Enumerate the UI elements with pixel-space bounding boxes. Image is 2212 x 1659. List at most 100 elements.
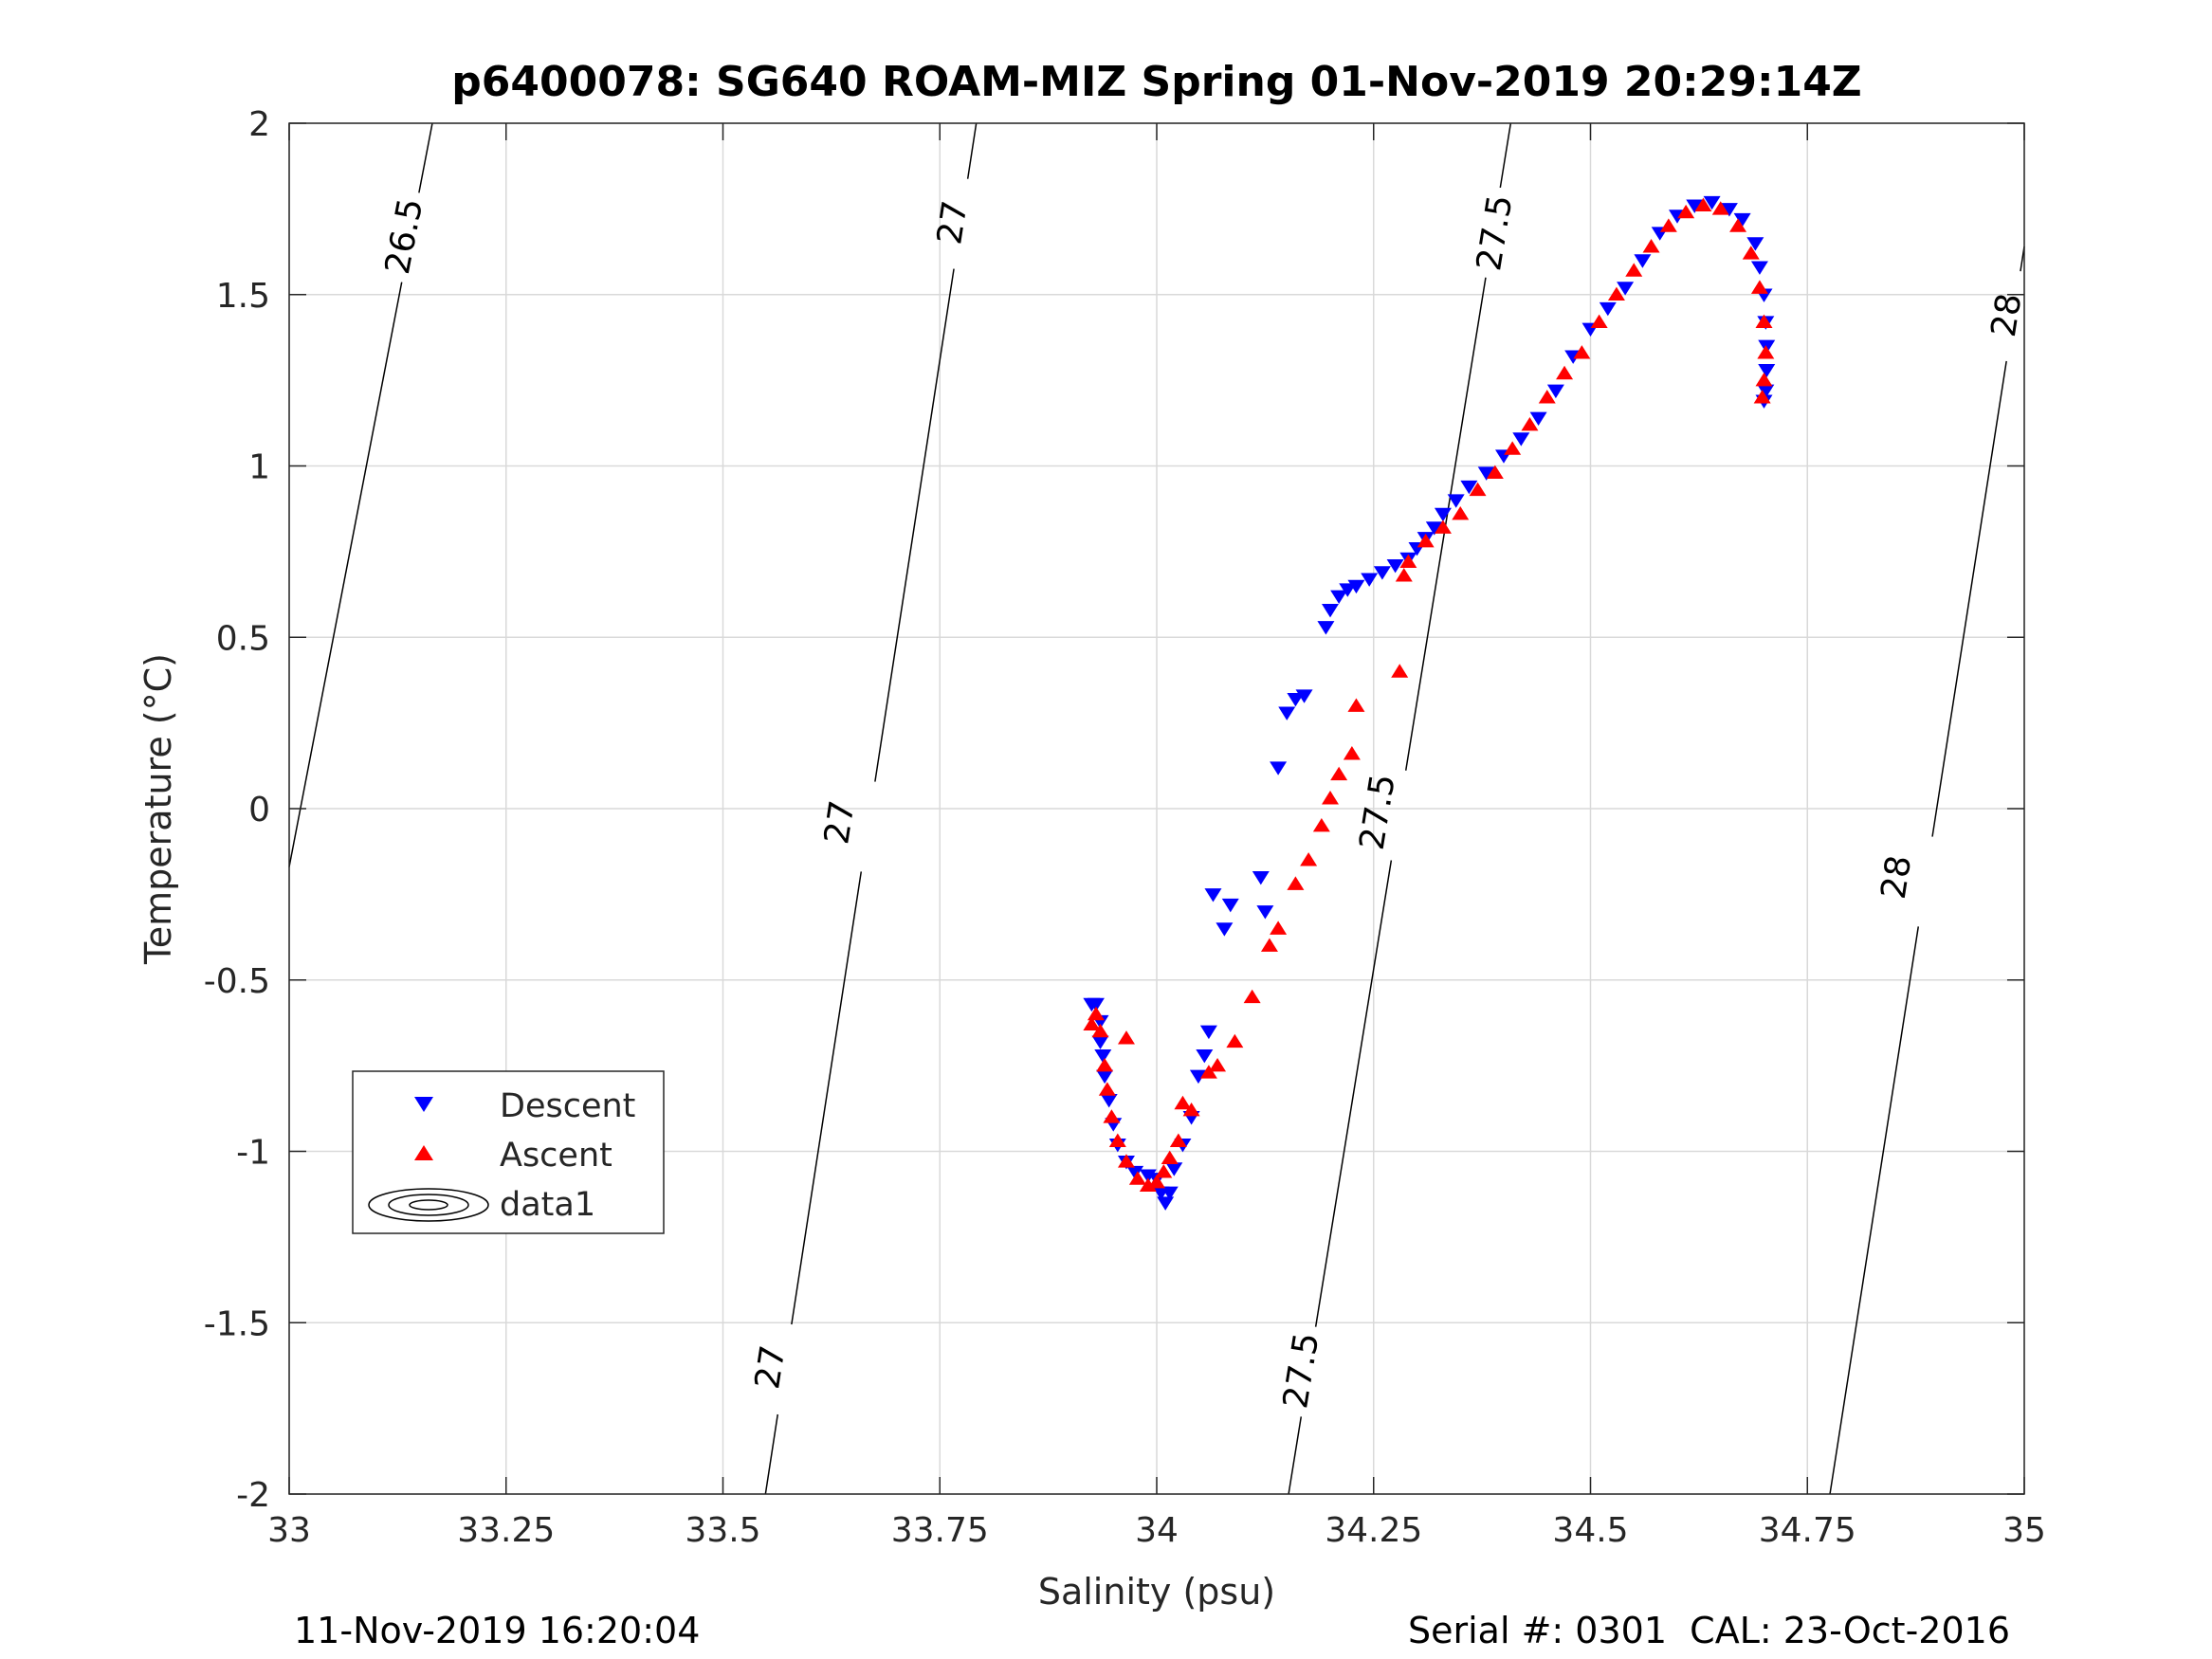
y-tick-label: -1.5	[204, 1304, 270, 1343]
data-point-ascent	[1108, 1133, 1126, 1147]
data-point-descent	[1361, 573, 1379, 587]
data-point-descent	[1330, 590, 1348, 604]
x-tick-label: 34	[1135, 1511, 1179, 1550]
x-tick-label: 33.75	[891, 1511, 989, 1550]
data-point-descent	[1546, 384, 1564, 399]
data-point-ascent	[1642, 239, 1660, 253]
data-point-ascent	[1755, 314, 1773, 328]
chart-title: p6400078: SG640 ROAM-MIZ Spring 01-Nov-2…	[451, 58, 1861, 106]
legend: Descent Ascent data1	[352, 1070, 665, 1234]
data-point-ascent	[1556, 365, 1574, 380]
x-tick-label: 34.25	[1325, 1511, 1422, 1550]
y-tick-labels: -2 -1.5 -1 -0.5 0 0.5 1 1.5 2	[204, 105, 270, 1515]
data-point-ascent	[1395, 568, 1413, 582]
data-point-ascent	[1659, 218, 1677, 232]
data-point-ascent	[1343, 746, 1361, 760]
legend-box	[352, 1070, 665, 1234]
data-point-descent	[1434, 507, 1452, 522]
contour-line	[1288, 1416, 1303, 1495]
data-point-descent	[1425, 521, 1443, 536]
contour-line	[791, 871, 863, 1325]
data-point-ascent	[1103, 1109, 1121, 1123]
y-axis-label: Temperature (°C)	[137, 653, 179, 965]
legend-descent-label: Descent	[500, 1087, 635, 1125]
contour-line	[966, 122, 978, 179]
data-point-ascent	[1312, 817, 1330, 832]
data-point-ascent	[1287, 876, 1305, 890]
x-axis-label: Salinity (psu)	[1038, 1571, 1275, 1613]
contour-line	[288, 282, 403, 867]
data-point-ascent	[1300, 852, 1318, 866]
data-point-ascent	[1711, 201, 1729, 215]
data-point-descent	[1295, 689, 1313, 703]
data-point-descent	[1757, 384, 1775, 399]
legend-data1-label: data1	[500, 1186, 595, 1224]
data-point-descent	[1157, 1196, 1175, 1211]
x-tick-labels: 33 33.25 33.5 33.75 34 34.25 34.5 34.75 35	[267, 1511, 2046, 1550]
data-point-descent	[1460, 480, 1478, 495]
data-point-descent	[1216, 922, 1234, 937]
data-point-ascent	[1521, 417, 1539, 431]
data-point-descent	[1703, 195, 1721, 210]
data-point-ascent	[1117, 1030, 1135, 1045]
data-point-descent	[1139, 1169, 1157, 1183]
data-point-ascent	[1677, 204, 1695, 219]
data-point-ascent	[1128, 1171, 1146, 1185]
data-point-descent	[1287, 693, 1305, 707]
contour-label: 27	[930, 198, 975, 247]
footer-serial-cal: Serial #: 0301 CAL: 23-Oct-2016	[1408, 1610, 2010, 1651]
data-point-ascent	[1161, 1150, 1179, 1165]
x-tick-label: 33.25	[457, 1511, 555, 1550]
contour-label: 28	[1874, 853, 1920, 902]
data-point-ascent	[1755, 373, 1773, 387]
data-point-descent	[1270, 761, 1288, 775]
contour-line	[764, 1413, 778, 1495]
contour-line	[1829, 926, 1920, 1495]
data-point-ascent	[1742, 246, 1760, 260]
contour-line	[874, 268, 955, 782]
data-point-descent	[1373, 566, 1391, 580]
data-point-ascent	[1174, 1095, 1192, 1110]
y-tick-label: 0.5	[216, 619, 270, 658]
data-point-ascent	[1139, 1177, 1157, 1192]
data-point-ascent	[1199, 1065, 1217, 1079]
data-point-ascent	[1260, 938, 1278, 952]
data-point-ascent	[1270, 921, 1288, 935]
data-point-descent	[1126, 1165, 1144, 1180]
legend-ascent-label: Ascent	[500, 1137, 612, 1175]
data-point-ascent	[1753, 390, 1771, 404]
data-point-descent	[1750, 261, 1768, 275]
data-point-descent	[1221, 898, 1239, 913]
data-point-ascent	[1486, 465, 1504, 480]
x-tick-label: 33	[267, 1511, 311, 1550]
data-point-ascent	[1757, 345, 1775, 359]
data-point-descent	[1096, 1069, 1114, 1085]
x-tick-label: 34.75	[1759, 1511, 1856, 1550]
data-point-ascent	[1399, 554, 1417, 569]
data-point-ascent	[1504, 441, 1522, 455]
data-point-descent	[1278, 706, 1296, 720]
data-point-descent	[1599, 301, 1617, 317]
data-point-descent	[1161, 1186, 1179, 1200]
data-point-descent	[1617, 282, 1635, 296]
data-point-ascent	[1322, 791, 1339, 805]
y-tick-label: 1	[248, 448, 270, 487]
data-point-descent	[1512, 432, 1530, 447]
data-point-descent	[1746, 237, 1764, 251]
data-point-ascent	[1148, 1174, 1165, 1189]
data-point-ascent	[1452, 506, 1470, 520]
data-point-ascent	[1155, 1164, 1173, 1178]
contour-label: 27	[748, 1342, 793, 1392]
legend-ascent-marker	[414, 1145, 433, 1160]
data-point-ascent	[1117, 1154, 1135, 1168]
y-tick-label: -1	[236, 1134, 270, 1173]
data-point-descent	[1199, 1025, 1217, 1040]
data-point-ascent	[1169, 1133, 1187, 1147]
data-point-descent	[1720, 203, 1738, 217]
data-point-descent	[1100, 1093, 1118, 1108]
contour-line	[1499, 122, 1512, 189]
data-point-ascent	[1330, 766, 1348, 781]
data-point-descent	[1634, 254, 1652, 268]
data-point-ascent	[1538, 390, 1556, 404]
